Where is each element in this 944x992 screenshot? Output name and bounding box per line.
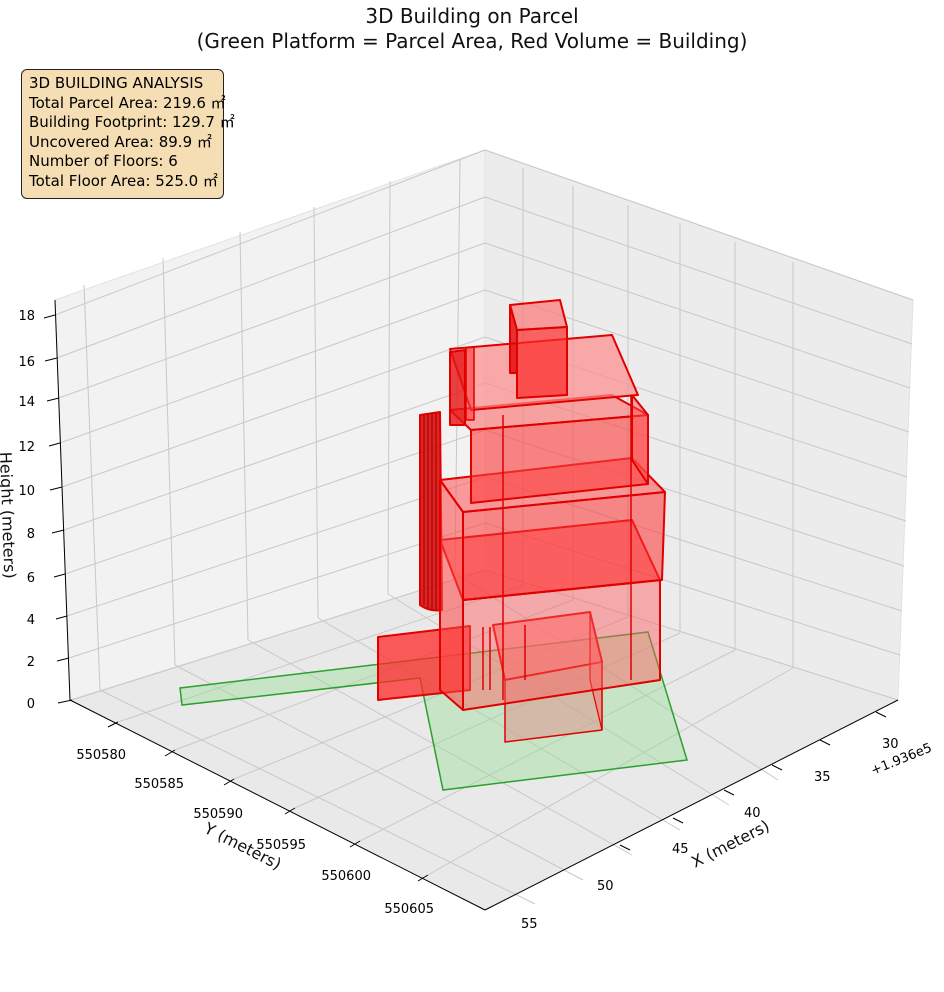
chart-subtitle: (Green Platform = Parcel Area, Red Volum… [196,29,748,53]
z-axis-line [54,299,71,701]
z-tick-label-3: 6 [27,571,35,586]
y-tick-label-3: 550595 [256,838,306,853]
z-tick-label-5: 10 [18,484,35,499]
x-tick-label-1: 35 [814,770,831,785]
z-tick-label-2: 4 [27,613,35,628]
z-axis-label: Height (meters) [0,451,19,579]
building-rooftop-box [509,299,568,331]
analysis-line-floors: Number of Floors: 6 [29,152,178,171]
x-axis-label: X (meters) [688,816,772,872]
analysis-line-uncovered: Uncovered Area: 89.9 ㎡ [29,132,212,151]
z-tick-label-6: 12 [18,440,35,455]
x-tick-label-5: 55 [521,917,538,932]
x-tick-label-3: 45 [672,842,689,857]
x-tick-label-2: 40 [744,806,761,821]
z-tick-label-1: 2 [27,655,35,670]
building-tier-2-side [439,479,464,711]
analysis-line-floor-area: Total Floor Area: 525.0 ㎡ [29,171,218,190]
analysis-line-footprint: Building Footprint: 129.7 ㎡ [29,113,235,132]
building-curved-wall [419,411,443,612]
x-axis-line [484,699,899,911]
chart-title-block: 3D Building on Parcel (Green Platform = … [0,4,944,54]
x-tick-label-0: 30 [882,737,899,752]
z-tick-label-7: 14 [18,395,35,410]
x-offset-label: +1.936e5 [869,741,934,779]
y-tick-label-1: 550585 [134,777,184,792]
building-analysis-box: 3D BUILDING ANALYSIS Total Parcel Area: … [21,69,235,199]
axis-lines [54,299,899,911]
z-tick-label-4: 8 [27,527,35,542]
analysis-line-parcel-area: Total Parcel Area: 219.6 ㎡ [29,93,226,112]
building-tier-4-post [449,349,466,426]
z-tick-label-9: 18 [18,309,35,324]
building-block-lower-right-side [589,611,603,731]
y-tick-label-2: 550590 [193,807,243,822]
x-tick-labels: 30 35 40 45 50 55 [521,737,899,932]
analysis-heading: 3D BUILDING ANALYSIS [29,74,204,92]
tick-marks [43,314,887,882]
x-tick-label-4: 50 [597,879,614,894]
y-tick-label-0: 550580 [76,748,126,763]
z-tick-label-8: 16 [18,355,35,370]
z-tick-labels: 0 2 4 6 8 10 12 14 16 18 [18,309,35,712]
building-volume [377,299,666,743]
building-tier-3-side [631,394,649,485]
y-axis-line [69,699,486,911]
y-tick-label-4: 550600 [321,869,371,884]
chart-title: 3D Building on Parcel [365,4,579,28]
z-tick-label-0: 0 [27,697,35,712]
y-tick-labels: 550580 550585 550590 550595 550600 550605 [76,748,434,917]
y-tick-label-5: 550605 [384,902,434,917]
